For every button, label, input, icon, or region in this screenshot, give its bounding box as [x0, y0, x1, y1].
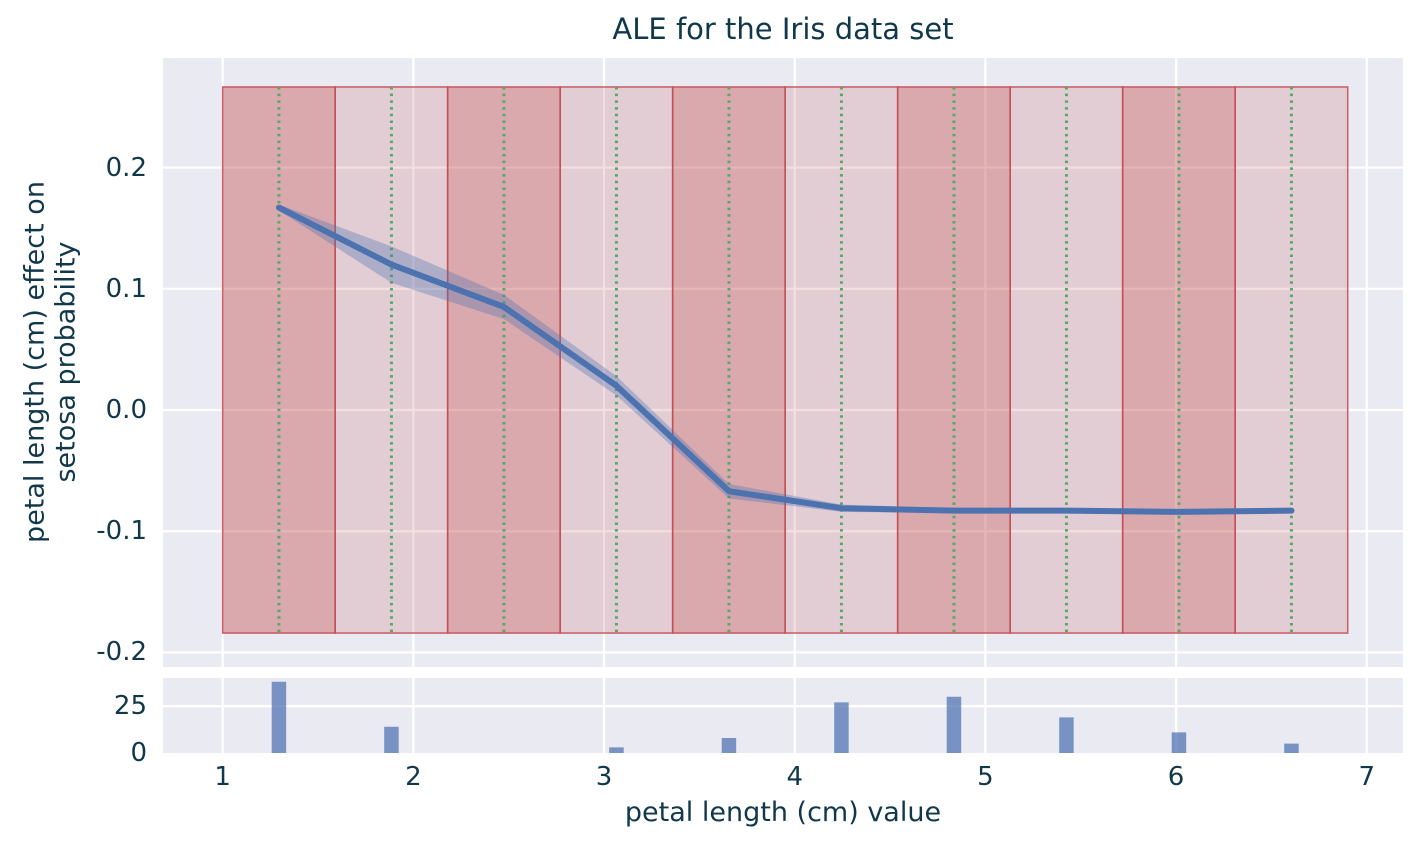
y-tick-label-main: 0.0	[105, 395, 147, 426]
chart-title: ALE for the Iris data set	[612, 12, 954, 46]
x-tick-label: 7	[1358, 762, 1376, 792]
x-tick-label: 6	[1167, 762, 1185, 792]
y-tick-label-main: 0.1	[105, 273, 147, 304]
ale-bin-rectangle	[671, 86, 786, 634]
y-tick-label-main: -0.1	[96, 516, 147, 547]
x-tick-label: 2	[405, 762, 422, 792]
ale-bin-rectangle	[1009, 86, 1124, 634]
x-tick-label: 4	[786, 762, 803, 792]
y-tick-label-main: 0.2	[105, 152, 147, 183]
histogram-bar	[834, 702, 849, 753]
y-tick-label-main: -0.2	[96, 637, 147, 668]
ale-bin-rectangle	[1234, 86, 1349, 634]
histogram-bar	[609, 747, 624, 753]
distribution-plot-canvas	[163, 678, 1403, 753]
histogram-bar	[1171, 732, 1187, 753]
histogram-bar	[1284, 743, 1299, 753]
distribution-plot-area	[163, 678, 1403, 753]
ale-bin-rectangle	[784, 86, 899, 634]
ale-bin-rectangle	[896, 86, 1011, 634]
ale-line	[275, 204, 1295, 515]
x-tick-label: 1	[214, 762, 231, 792]
ale-plot-area	[163, 58, 1403, 667]
histogram-bar	[1059, 717, 1074, 753]
histogram-bar	[384, 726, 399, 753]
x-axis-label: petal length (cm) value	[624, 797, 942, 828]
x-tick-label: 5	[977, 762, 994, 792]
ale-bin-rectangle	[221, 86, 336, 634]
histogram-bar	[721, 738, 737, 753]
y-axis-label-line1: petal length (cm) effect on	[19, 181, 51, 543]
ale-plot-canvas	[163, 58, 1403, 667]
x-tick-label: 3	[595, 762, 613, 792]
y-tick-label-hist: 0	[130, 738, 147, 768]
histogram-bar	[271, 681, 287, 753]
ale-bin-rectangle	[334, 86, 449, 634]
y-tick-label-hist: 25	[113, 691, 147, 722]
y-axis-label-line2: setosa probability	[51, 241, 82, 483]
histogram-bar	[946, 696, 962, 753]
